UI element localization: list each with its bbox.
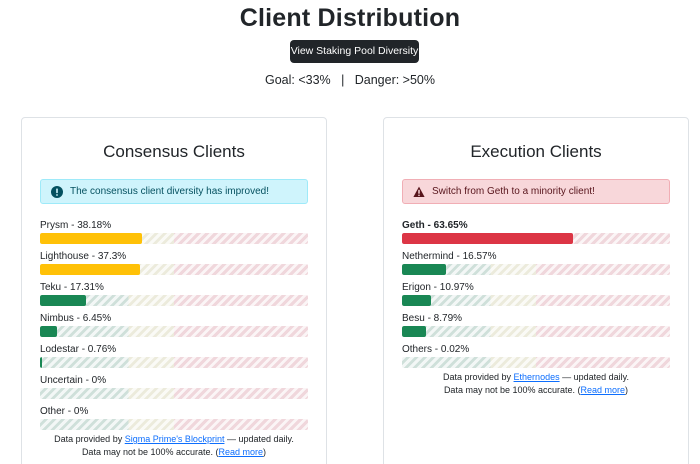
client-share-bar — [402, 357, 670, 368]
consensus-alert: The consensus client diversity has impro… — [40, 179, 308, 204]
client-label: Uncertain - 0% — [40, 375, 107, 386]
client-label: Lighthouse - 37.3% — [40, 251, 127, 262]
client-share-bar — [40, 233, 308, 244]
client-row: Lighthouse - 37.3% — [40, 250, 308, 275]
ethernodes-link[interactable]: Ethernodes — [513, 372, 560, 382]
consensus-accuracy-text: Data may not be 100% accurate. ( — [81, 446, 219, 457]
execution-source-suffix: — updated daily. — [559, 372, 629, 382]
consensus-read-more-link[interactable]: Read more — [218, 446, 264, 457]
client-row: Others - 0.02% — [402, 343, 670, 368]
client-share-bar — [402, 264, 670, 275]
client-share-fill — [402, 295, 432, 306]
client-row: Erigon - 10.97% — [402, 281, 670, 306]
client-share-fill — [402, 326, 426, 337]
client-share-bar — [40, 388, 308, 399]
client-label: Prysm - 38.18% — [40, 220, 112, 231]
consensus-source-prefix: Data provided by — [54, 434, 125, 444]
client-label: Geth - 63.65% — [402, 220, 468, 231]
client-share-bar — [402, 233, 670, 244]
client-label: Teku - 17.31% — [40, 282, 104, 293]
consensus-source-line: Data provided by Sigma Prime's Blockprin… — [22, 433, 326, 446]
client-row: Teku - 17.31% — [40, 281, 308, 306]
client-share-fill — [40, 326, 58, 337]
client-share-bar — [40, 419, 308, 430]
consensus-close-paren: ) — [263, 446, 267, 457]
client-row: Uncertain - 0% — [40, 374, 308, 399]
execution-read-more-link[interactable]: Read more — [580, 384, 626, 395]
execution-clients-card: Execution Clients Switch from Geth to a … — [383, 117, 689, 464]
client-share-bar — [402, 295, 670, 306]
client-share-fill — [40, 264, 140, 275]
consensus-clients-card: Consensus Clients The consensus client d… — [21, 117, 327, 464]
client-label: Lodestar - 0.76% — [40, 344, 117, 355]
client-share-bar — [402, 326, 670, 337]
execution-footer: Data provided by Ethernodes — updated da… — [384, 371, 688, 396]
client-share-bar — [40, 295, 308, 306]
client-row: Nethermind - 16.57% — [402, 250, 670, 275]
consensus-footer: Data provided by Sigma Prime's Blockprin… — [22, 433, 326, 458]
execution-alert-text: Switch from Geth to a minority client! — [432, 186, 595, 197]
execution-card-title: Execution Clients — [470, 142, 602, 161]
client-label: Other - 0% — [40, 406, 89, 417]
consensus-card-title: Consensus Clients — [103, 142, 245, 161]
client-label: Besu - 8.79% — [402, 313, 463, 324]
client-label: Erigon - 10.97% — [402, 282, 474, 293]
client-row: Lodestar - 0.76% — [40, 343, 308, 368]
execution-close-paren: ) — [625, 384, 629, 395]
view-staking-pool-diversity-button[interactable]: View Staking Pool Diversity — [290, 40, 419, 63]
client-share-fill — [402, 233, 573, 244]
client-share-fill — [40, 295, 87, 306]
client-row: Nimbus - 6.45% — [40, 312, 308, 337]
page-title: Client Distribution — [239, 4, 461, 32]
client-label: Nethermind - 16.57% — [402, 251, 497, 262]
client-share-bar — [40, 357, 308, 368]
client-row: Besu - 8.79% — [402, 312, 670, 337]
exclamation-circle-icon — [51, 186, 63, 198]
consensus-source-suffix: — updated daily. — [224, 434, 294, 444]
warning-triangle-icon — [413, 186, 425, 197]
client-share-fill — [402, 264, 447, 275]
consensus-alert-text: The consensus client diversity has impro… — [70, 186, 269, 197]
client-share-fill — [40, 233, 143, 244]
blockprint-link[interactable]: Sigma Prime's Blockprint — [124, 434, 225, 444]
client-share-fill — [40, 357, 43, 368]
execution-accuracy-text: Data may not be 100% accurate. ( — [443, 384, 581, 395]
client-row: Other - 0% — [40, 405, 308, 430]
client-label: Others - 0.02% — [402, 344, 470, 355]
client-row: Geth - 63.65% — [402, 219, 670, 244]
client-label: Nimbus - 6.45% — [40, 313, 112, 324]
client-share-bar — [40, 326, 308, 337]
execution-source-prefix: Data provided by — [443, 372, 514, 382]
client-row: Prysm - 38.18% — [40, 219, 308, 244]
consensus-accuracy-line: Data may not be 100% accurate. (Read mor… — [22, 446, 326, 459]
execution-alert: Switch from Geth to a minority client! — [402, 179, 670, 204]
execution-source-line: Data provided by Ethernodes — updated da… — [384, 371, 688, 384]
client-share-bar — [40, 264, 308, 275]
goal-thresholds: Goal: <33% | Danger: >50% — [264, 73, 435, 87]
execution-accuracy-line: Data may not be 100% accurate. (Read mor… — [384, 384, 688, 397]
